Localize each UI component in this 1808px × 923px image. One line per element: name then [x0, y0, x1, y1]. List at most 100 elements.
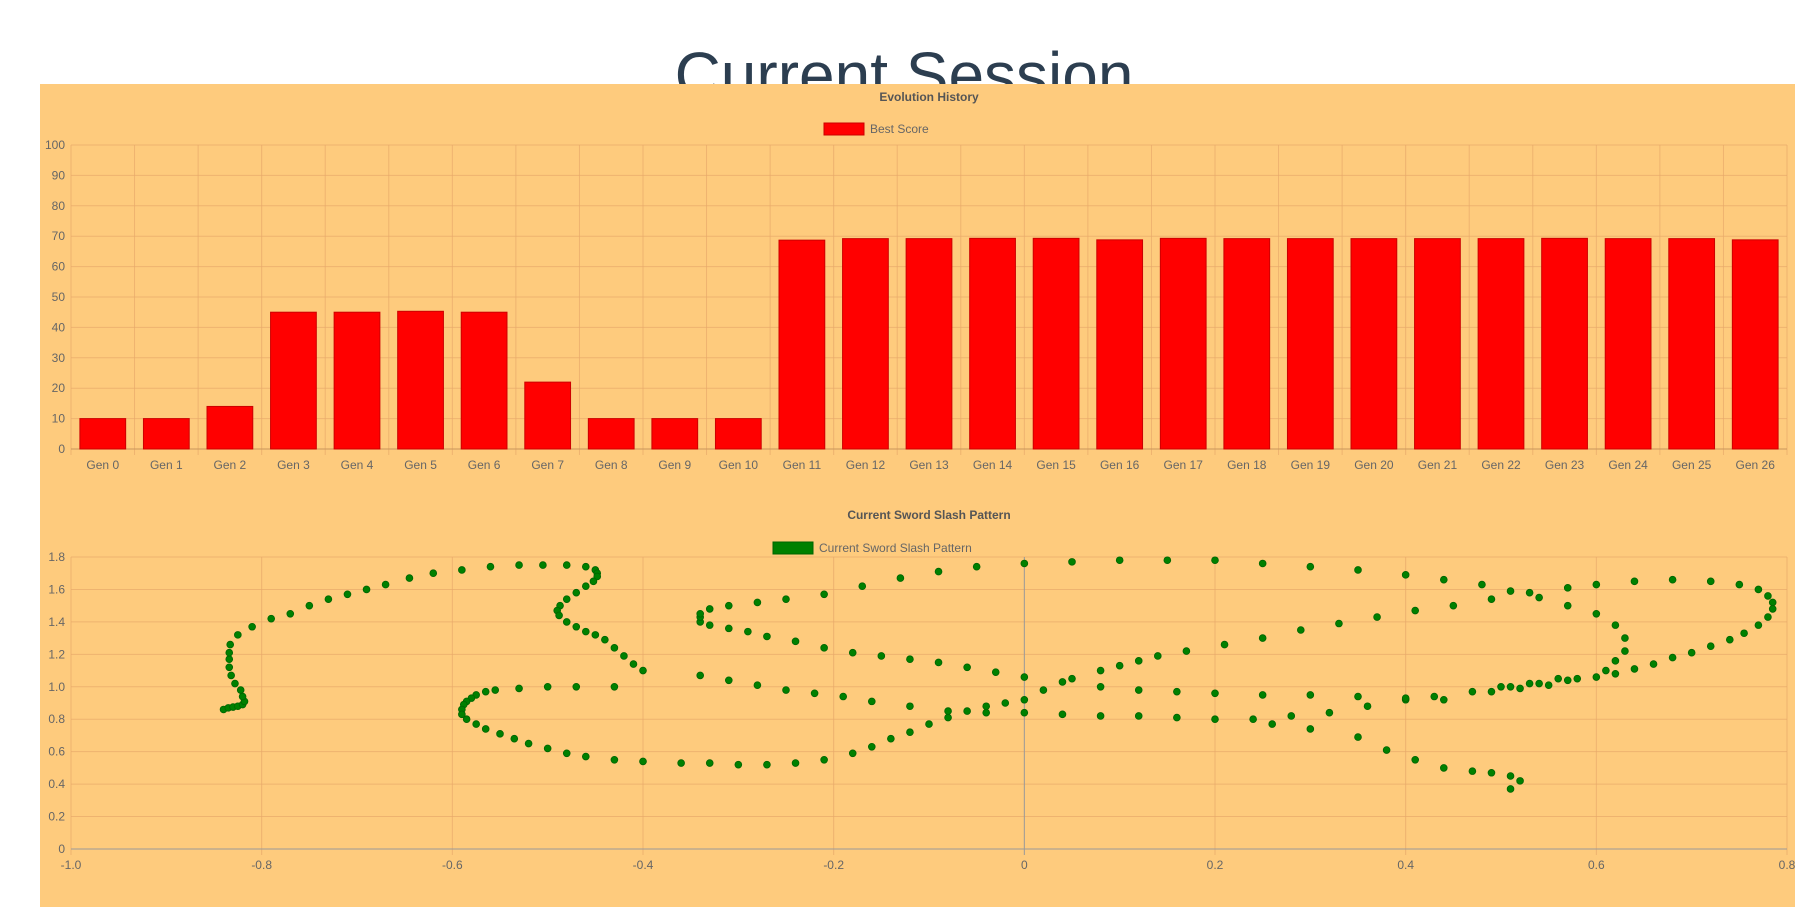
scatter-point	[1258, 691, 1267, 699]
bar-x-tick-label: Gen 13	[909, 458, 949, 472]
bar-x-tick-label: Gen 21	[1418, 458, 1458, 472]
scatter-point	[1020, 673, 1029, 681]
scatter-point	[982, 702, 990, 711]
bar-y-tick-label: 0	[58, 442, 65, 456]
scatter-point	[491, 686, 500, 694]
scatter-point	[562, 595, 571, 603]
scatter-point	[381, 580, 390, 589]
scatter-point	[906, 728, 914, 736]
scatter-point	[925, 720, 933, 728]
scatter-point	[1592, 580, 1601, 589]
bar-x-tick-label: Gen 8	[595, 458, 628, 472]
scatter-point	[1373, 613, 1381, 621]
scatter-point	[562, 618, 571, 626]
bar-gen-25	[1668, 238, 1716, 450]
scatter-point	[1115, 556, 1124, 565]
scatter-point	[1468, 687, 1477, 696]
scatter-point	[734, 760, 743, 769]
scatter-point	[562, 749, 571, 758]
scatter-point	[1096, 666, 1105, 675]
scatter-point	[1687, 648, 1696, 657]
scatter-point	[1440, 764, 1448, 772]
charts-panel: Evolution History Best Score 0 10 20 30 40 50 60…	[40, 84, 1796, 907]
scatter-point	[791, 637, 800, 646]
scatter-point	[1020, 695, 1029, 704]
scatter-point	[486, 562, 495, 571]
scatter-point	[481, 687, 490, 696]
scatter-y-tick-label: 0	[58, 842, 65, 856]
scatter-x-tick-label: -0.6	[442, 858, 463, 872]
scatter-point	[1506, 772, 1515, 780]
bar-y-tick-label: 100	[45, 138, 65, 152]
scatter-point	[581, 562, 590, 571]
scatter-point	[1382, 746, 1391, 754]
scatter-point	[1592, 609, 1601, 618]
scatter-point	[848, 648, 857, 657]
scatter-point	[1068, 558, 1076, 566]
bar-y-tick-label: 80	[52, 199, 66, 213]
scatter-point	[1768, 598, 1777, 607]
bar-gen-6	[460, 311, 508, 450]
scatter-legend-label: Current Sword Slash Pattern	[819, 541, 972, 555]
scatter-point	[820, 644, 828, 652]
scatter-point	[1516, 777, 1524, 785]
bar-x-tick-label: Gen 20	[1354, 458, 1394, 472]
scatter-point	[481, 725, 490, 733]
scatter-point	[1306, 691, 1315, 699]
bar-gen-24	[1604, 238, 1652, 450]
bar-y-tick-label: 70	[52, 229, 66, 243]
scatter-point	[1163, 556, 1172, 565]
scatter-point	[1535, 679, 1543, 688]
scatter-point	[763, 632, 771, 641]
scatter-point	[1487, 768, 1496, 777]
scatter-point	[1134, 712, 1143, 720]
bar-x-tick-label: Gen 16	[1100, 458, 1140, 472]
scatter-point	[839, 692, 847, 701]
scatter-point	[1497, 682, 1505, 691]
charts-svg: Evolution History Best Score 0 10 20 30 40 50 60…	[45, 90, 1796, 872]
bar-x-tick-label: Gen 9	[658, 458, 691, 472]
scatter-point	[305, 601, 314, 610]
scatter-point	[705, 605, 714, 613]
scatter-point	[1768, 605, 1777, 613]
scatter-point	[589, 577, 598, 586]
scatter-point	[1611, 621, 1620, 629]
bar-x-tick-label: Gen 7	[531, 458, 564, 472]
scatter-point	[848, 749, 857, 758]
scatter-point	[1325, 708, 1334, 717]
scatter-y-tick-label: 0.8	[48, 712, 65, 726]
bar-x-tick-label: Gen 6	[468, 458, 501, 472]
scatter-point	[1134, 686, 1143, 694]
scatter-point	[1611, 657, 1620, 665]
scatter-point	[639, 666, 647, 675]
scatter-point	[1354, 566, 1362, 574]
scatter-point	[324, 595, 333, 603]
scatter-point	[562, 561, 571, 569]
scatter-point	[405, 574, 414, 582]
scatter-point	[1563, 676, 1572, 685]
bar-gen-4	[333, 311, 381, 450]
scatter-point	[1706, 642, 1715, 651]
scatter-point	[610, 755, 619, 764]
scatter-point	[1249, 715, 1257, 724]
scatter-point	[791, 759, 800, 767]
scatter-x-tick-label: -0.2	[823, 858, 844, 872]
scatter-point	[1268, 720, 1276, 728]
scatter-point	[1039, 686, 1048, 694]
scatter-chart-title: Current Sword Slash Pattern	[847, 508, 1010, 522]
scatter-point	[472, 720, 480, 728]
scatter-point	[906, 655, 914, 663]
scatter-point	[1630, 665, 1639, 673]
scatter-point	[524, 739, 533, 748]
bar-x-tick-label: Gen 5	[404, 458, 437, 472]
bar-x-tick-label: Gen 2	[214, 458, 247, 472]
scatter-y-tick-label: 0.4	[48, 777, 65, 791]
scatter-point	[1478, 580, 1486, 589]
scatter-point	[1506, 587, 1515, 595]
scatter-point	[1506, 785, 1515, 793]
bar-x-tick-label: Gen 24	[1608, 458, 1648, 472]
scatter-point	[1487, 595, 1496, 603]
scatter-point	[581, 627, 590, 636]
bar-y-tick-label: 50	[52, 290, 66, 304]
bar-gen-26	[1731, 239, 1779, 450]
